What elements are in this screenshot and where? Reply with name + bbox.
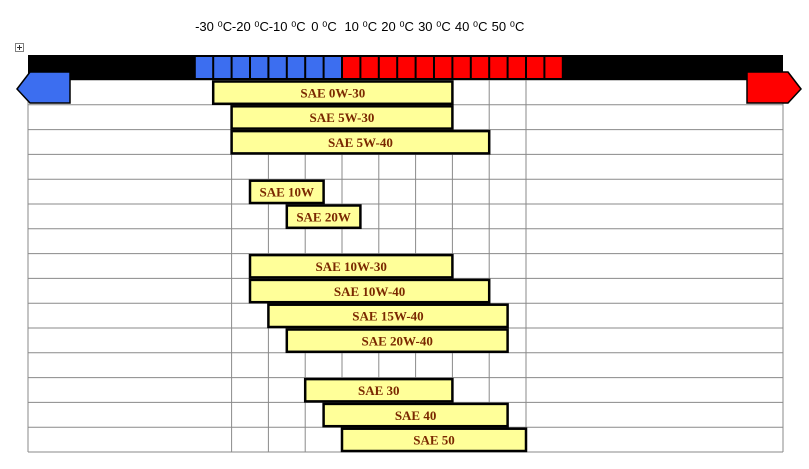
scale-cell-hot	[453, 57, 470, 78]
scale-cell-hot	[471, 57, 489, 78]
x-tick-label: 50 ⁰C	[492, 19, 525, 34]
scale-cell-hot	[398, 57, 415, 78]
scale-cell-hot	[361, 57, 378, 78]
temperature-scale	[16, 55, 802, 104]
x-tick-label: -20 ⁰C	[232, 19, 269, 34]
x-tick-label: 40 ⁰C	[455, 19, 488, 34]
scale-cell-hot	[343, 57, 360, 78]
bar-label: SAE 30	[358, 383, 400, 398]
scale-cell-hot	[416, 57, 433, 78]
cold-arrow	[16, 71, 71, 104]
range-bar	[230, 105, 454, 130]
scale-cell-cold	[232, 57, 249, 78]
bar-label: SAE 5W-40	[328, 135, 393, 150]
range-bar	[211, 80, 454, 106]
bar-label: SAE 15W-40	[352, 309, 423, 324]
hot-arrow	[746, 71, 802, 104]
bar-label: SAE 5W-30	[310, 110, 375, 125]
scale-cell-cold	[287, 57, 305, 78]
range-bar	[248, 278, 491, 304]
bar-label: SAE 20W-40	[362, 333, 433, 348]
bar-label: SAE 10W-30	[316, 259, 387, 274]
scale-cell-hot	[545, 57, 562, 78]
range-bar	[340, 427, 528, 453]
bars: SAE 0W-30 SAE 5W-30 SAE 5W-40 SAE 10W SAE 20…	[211, 80, 528, 453]
range-bar	[248, 253, 454, 279]
range-bar	[285, 328, 509, 354]
range-bar	[248, 179, 325, 205]
scale-cell-cold	[195, 57, 213, 78]
scale-cell-hot	[379, 57, 397, 78]
x-tick-labels: -30 ⁰C -20 ⁰C -10 ⁰C 0 ⁰C 10 ⁰C 20 ⁰C 30 ⁰C 40 …	[195, 19, 524, 34]
x-tick-label: -30 ⁰C	[195, 19, 232, 34]
range-bar	[267, 303, 509, 329]
scale-cell-hot	[490, 57, 507, 78]
x-tick-label: 30 ⁰C	[418, 19, 451, 34]
range-bar	[285, 204, 362, 230]
range-bar	[303, 377, 454, 403]
bar-label: SAE 40	[395, 408, 437, 423]
scale-cell-cold	[214, 57, 231, 78]
scale-cell-hot	[527, 57, 544, 78]
expand-icon[interactable]	[15, 43, 24, 52]
scale-cell-hot	[508, 57, 525, 78]
x-tick-label: 10 ⁰C	[344, 19, 377, 34]
scale-cell-cold	[269, 57, 286, 78]
range-bar	[230, 129, 491, 155]
x-tick-label: 20 ⁰C	[381, 19, 414, 34]
scale-cell-cold	[306, 57, 323, 78]
bar-label: SAE 10W	[260, 185, 315, 200]
bar-label: SAE 20W	[296, 209, 351, 224]
x-tick-label: 0 ⁰C	[311, 19, 336, 34]
scale-cell-cold	[251, 57, 268, 78]
bar-label: SAE 50	[413, 433, 455, 448]
x-tick-label: -10 ⁰C	[269, 19, 306, 34]
scale-cell-hot	[435, 57, 452, 78]
range-bar	[322, 402, 509, 428]
scale-cell-cold	[324, 57, 341, 78]
bar-label: SAE 10W-40	[334, 284, 405, 299]
bar-label: SAE 0W-30	[300, 85, 365, 100]
